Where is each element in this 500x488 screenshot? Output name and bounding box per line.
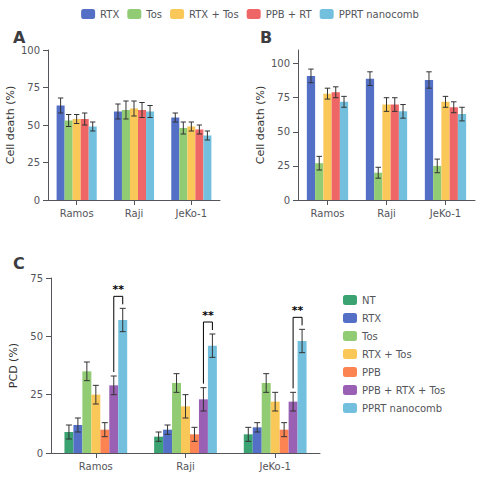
svg-text:JeKo-1: JeKo-1	[258, 461, 290, 472]
svg-text:Raji: Raji	[377, 208, 395, 219]
svg-text:Raji: Raji	[176, 461, 194, 472]
svg-text:75: 75	[277, 92, 290, 103]
svg-text:Ramos: Ramos	[79, 461, 113, 472]
svg-text:PPB + RT: PPB + RT	[266, 9, 313, 20]
svg-text:A: A	[13, 28, 26, 47]
svg-text:0: 0	[34, 195, 40, 206]
svg-text:PPRT nanocomb: PPRT nanocomb	[362, 403, 442, 414]
svg-text:PPB + RTX + Tos: PPB + RTX + Tos	[362, 385, 445, 396]
svg-text:100: 100	[271, 58, 290, 69]
svg-text:PCD (%): PCD (%)	[7, 343, 20, 388]
svg-text:C: C	[13, 254, 25, 273]
svg-text:**: **	[112, 283, 124, 296]
svg-text:Raji: Raji	[125, 208, 143, 219]
svg-text:25: 25	[30, 389, 43, 400]
svg-text:25: 25	[27, 157, 40, 168]
svg-text:25: 25	[277, 160, 290, 171]
svg-text:100: 100	[20, 44, 40, 56]
svg-text:50: 50	[277, 126, 290, 137]
svg-text:Cell death (%): Cell death (%)	[4, 86, 17, 164]
svg-text:Tos: Tos	[361, 331, 378, 342]
svg-text:75: 75	[30, 273, 43, 284]
svg-text:RTX: RTX	[100, 9, 119, 20]
svg-text:Tos: Tos	[145, 9, 162, 20]
svg-text:JeKo-1: JeKo-1	[175, 208, 207, 219]
svg-text:RTX + Tos: RTX + Tos	[189, 9, 239, 20]
svg-text:RTX + Tos: RTX + Tos	[362, 349, 412, 360]
svg-text:NT: NT	[362, 295, 376, 306]
svg-text:**: **	[202, 309, 214, 322]
svg-text:PPB: PPB	[362, 367, 381, 378]
svg-text:B: B	[260, 28, 272, 47]
svg-text:PPRT nanocomb: PPRT nanocomb	[339, 9, 419, 20]
svg-text:**: **	[292, 304, 304, 317]
svg-text:0: 0	[284, 195, 290, 206]
svg-text:RTX: RTX	[362, 313, 381, 324]
svg-text:50: 50	[27, 120, 40, 131]
svg-text:JeKo-1: JeKo-1	[429, 208, 461, 219]
svg-text:Ramos: Ramos	[311, 208, 345, 219]
svg-text:50: 50	[30, 331, 43, 342]
svg-text:Cell death (%): Cell death (%)	[254, 86, 267, 164]
svg-text:0: 0	[37, 448, 43, 459]
svg-text:75: 75	[27, 82, 40, 93]
svg-text:Ramos: Ramos	[60, 208, 94, 219]
